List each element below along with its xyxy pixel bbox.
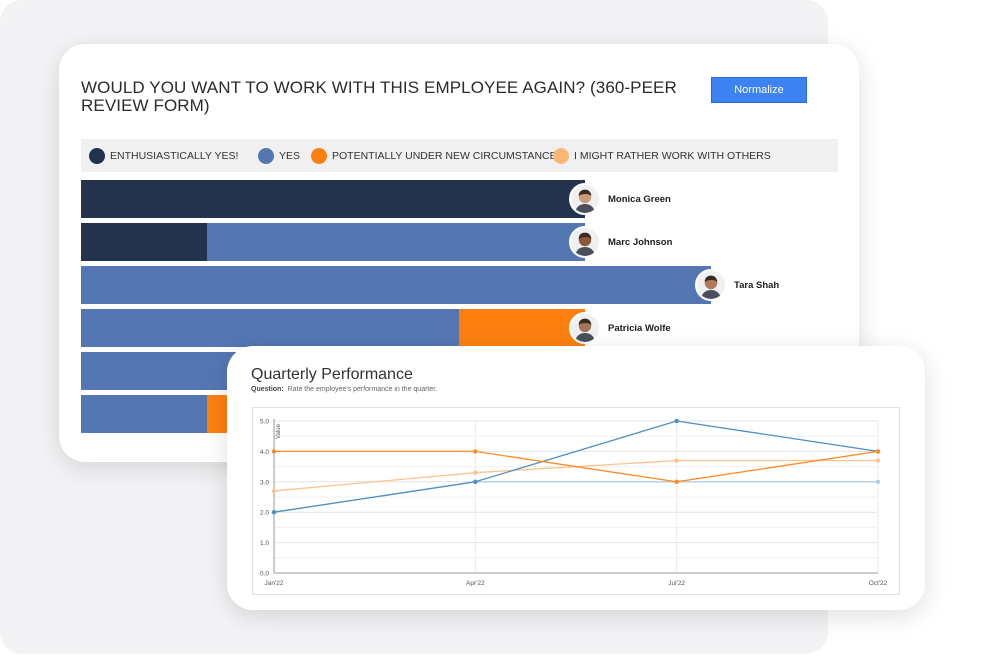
x-tick-label: Jul'22 [668,580,685,587]
data-point [674,458,679,463]
bar-row[interactable] [81,266,711,304]
y-tick-label: 3.0 [260,479,269,486]
series-line [273,420,879,513]
data-point [473,470,478,475]
legend-swatch [311,147,327,164]
question-text: Rate the employee's performance in the q… [287,386,438,393]
bar-segment [81,309,459,347]
x-tick-label: Jan'22 [265,580,284,587]
y-tick-label: 1.0 [260,540,269,547]
legend-label: ENTHUSIASTICALLY YES! [110,149,239,162]
legend-item-3[interactable]: POTENTIALLY UNDER NEW CIRCUMSTANCES [311,147,564,164]
legend-item-2[interactable]: YES [258,147,300,164]
bar-segment [81,395,207,433]
data-point [271,449,277,454]
question-label: Question: [251,386,284,393]
person-name: Marc Johnson [608,237,673,248]
data-point [473,479,478,484]
bar-segment [81,223,207,261]
bar-row[interactable] [81,180,585,218]
bar-row[interactable] [81,223,585,261]
x-tick-label: Oct'22 [869,580,888,587]
normalize-button[interactable]: Normalize [711,77,807,103]
series-line [274,450,879,483]
y-tick-label: 5.0 [260,419,269,426]
survey-card: WOULD YOU WANT TO WORK WITH THIS EMPLOYE… [59,44,859,462]
legend-item-1[interactable]: ENTHUSIASTICALLY YES! [89,147,238,164]
performance-title: Quarterly Performance [251,366,413,383]
performance-line-chart: 0.0 1.0 2.0 3.0 4.0 5.0 Value Jan'22 Apr'22 Jul'2… [260,418,888,588]
bar-segment [207,223,585,261]
y-tick-label: 2.0 [260,510,269,517]
data-point [473,449,478,454]
data-point [271,510,277,515]
data-point [875,479,881,484]
legend-label: I MIGHT RATHER WORK WITH OTHERS [574,149,771,162]
y-axis-label: Value [276,423,282,439]
performance-question: Question: Rate the employee's performanc… [251,386,437,393]
bar-segment [459,309,585,347]
performance-chart-frame: 0.0 1.0 2.0 3.0 4.0 5.0 Value Jan'22 Apr'22 Jul'2… [252,407,900,595]
avatar [569,226,601,258]
y-tick-label: 0.0 [260,571,269,578]
avatar [569,183,601,215]
y-tick-label: 4.0 [260,449,269,456]
avatar [695,269,727,301]
legend-label: POTENTIALLY UNDER NEW CIRCUMSTANCES [332,149,564,162]
legend-item-4[interactable]: I MIGHT RATHER WORK WITH OTHERS [553,147,771,164]
data-point [271,488,277,494]
data-point [875,458,881,463]
legend-swatch [89,147,105,164]
legend-swatch [258,147,274,164]
survey-legend: ENTHUSIASTICALLY YES! YES POTENTIALLY UNDE… [81,139,838,172]
performance-card: Quarterly Performance Question: Rate the… [227,346,925,610]
avatar [569,312,601,344]
legend-label: YES [279,149,301,162]
person-name: Tara Shah [734,280,780,291]
person-name: Monica Green [608,194,671,205]
bar-segment [81,180,585,218]
legend-swatch [553,147,569,164]
survey-title: WOULD YOU WANT TO WORK WITH THIS EMPLOYE… [81,78,677,115]
x-tick-label: Apr'22 [466,580,485,587]
data-point [674,479,679,484]
bar-segment [81,266,711,304]
data-point [674,418,679,424]
bar-row[interactable] [81,309,585,347]
person-name: Patricia Wolfe [608,323,671,334]
data-point [875,449,881,454]
